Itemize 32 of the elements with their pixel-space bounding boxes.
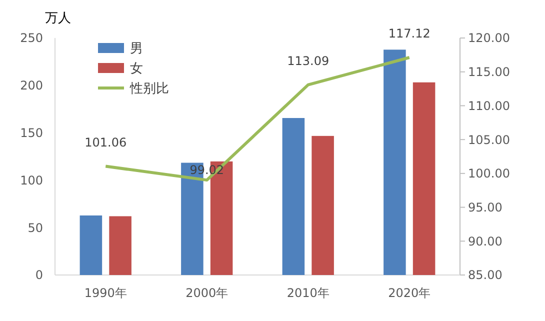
data-label: 101.06 xyxy=(84,135,127,150)
y2-tick-label: 95.00 xyxy=(468,200,502,214)
y-tick-label: 150 xyxy=(20,126,43,140)
y2-tick-label: 105.00 xyxy=(468,132,510,147)
x-tick-label: 2000年 xyxy=(186,286,228,300)
y-tick-label: 0 xyxy=(35,268,43,282)
legend-label: 男 xyxy=(130,42,143,57)
bar xyxy=(282,118,305,275)
y2-tick-label: 120.00 xyxy=(468,31,510,46)
legend-label: 性别比 xyxy=(129,82,169,97)
bar xyxy=(80,215,102,275)
data-label: 113.09 xyxy=(287,54,330,68)
y2-tick-label: 100.00 xyxy=(468,166,510,181)
y2-tick-label: 90.00 xyxy=(468,234,502,248)
y-tick-label: 50 xyxy=(28,220,43,235)
x-tick-label: 2020年 xyxy=(388,286,431,300)
y2-tick-label: 85.00 xyxy=(468,268,502,282)
y-tick-label: 200 xyxy=(20,78,43,93)
bar xyxy=(412,82,436,275)
y2-tick-label: 110.00 xyxy=(468,98,510,113)
bar xyxy=(312,136,334,275)
y2-tick-label: 115.00 xyxy=(468,65,510,80)
bar xyxy=(109,216,132,275)
legend-label: 女 xyxy=(130,62,143,77)
x-tick-label: 2010年 xyxy=(286,286,330,300)
bar xyxy=(384,50,406,275)
y-tick-label: 100 xyxy=(20,173,43,188)
y-axis-title: 万人 xyxy=(45,11,71,26)
data-label: 99.02 xyxy=(190,163,224,178)
y-tick-label: 250 xyxy=(20,31,43,46)
x-tick-label: 1990年 xyxy=(84,286,127,300)
data-label: 117.12 xyxy=(388,26,430,40)
